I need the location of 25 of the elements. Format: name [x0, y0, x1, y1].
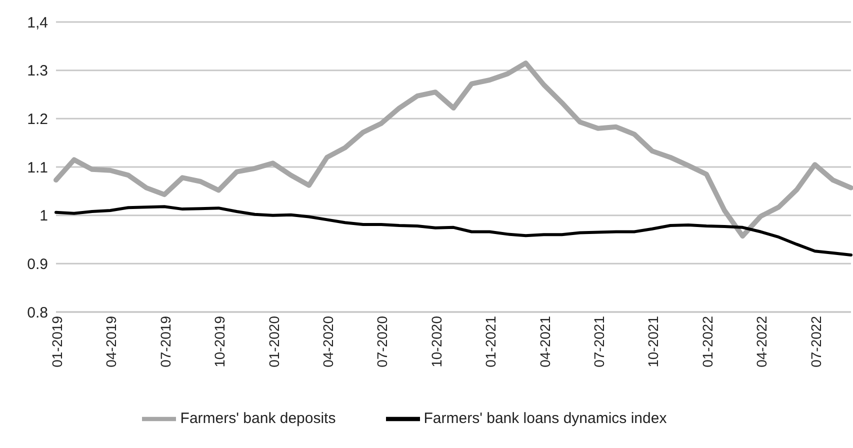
line-series	[54, 205, 852, 256]
y-tick-label: 1.3	[27, 62, 48, 80]
y-tick-label: 0.8	[27, 304, 48, 322]
legend-label: Farmers' bank loans dynamics index	[424, 410, 667, 427]
x-tick-label: 10-2019	[212, 316, 228, 368]
x-tick-label: 01-2019	[48, 316, 65, 368]
y-tick-label: 0.9	[27, 256, 48, 273]
y-tick-label: 1,4	[27, 14, 48, 32]
x-tick-label: 10-2020	[428, 316, 444, 368]
x-tick-label: 04-2021	[536, 316, 553, 368]
x-tick-label: 07-2021	[590, 316, 607, 368]
x-tick-label: 07-2022	[808, 316, 824, 368]
x-tick-label: 04-2019	[103, 316, 120, 368]
y-tick-label: 1	[40, 208, 48, 225]
y-tick-label: 1.2	[27, 110, 48, 128]
x-tick-label: 04-2022	[754, 316, 770, 368]
legend-label: Farmers' bank deposits	[180, 410, 336, 427]
x-tick-label: 04-2020	[320, 316, 336, 368]
x-tick-label: 01-2021	[482, 316, 499, 368]
x-tick-label: 10-2021	[645, 316, 662, 368]
x-tick-label: 07-2019	[157, 316, 174, 368]
x-tick-label: 07-2020	[374, 316, 390, 368]
x-tick-label: 01-2022	[699, 316, 716, 368]
y-tick-label: 1.1	[27, 159, 48, 176]
x-tick-label: 01-2020	[266, 316, 282, 368]
